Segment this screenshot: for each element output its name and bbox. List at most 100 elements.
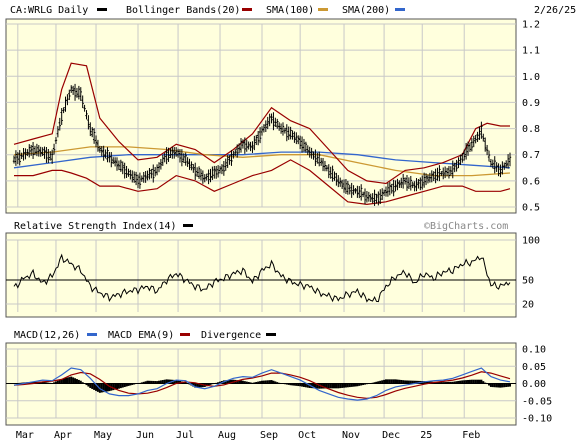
divergence-bar (306, 383, 309, 388)
y-tick-label: 0.00 (522, 379, 546, 390)
divergence-legend-label: Divergence (201, 330, 261, 341)
divergence-bar (112, 383, 115, 391)
rsi-line (13, 253, 511, 303)
x-tick-label: Feb (462, 430, 480, 441)
divergence-bar (318, 383, 321, 389)
watermark: ©BigCharts.com (424, 221, 508, 232)
divergence-bar (230, 379, 233, 384)
x-tick-label: Dec (382, 430, 400, 441)
divergence-bar (358, 383, 361, 386)
divergence-bar (127, 383, 130, 386)
divergence-bar (177, 380, 180, 384)
x-tick-label: May (94, 430, 112, 441)
divergence-bar (81, 382, 84, 384)
divergence-bar (478, 379, 481, 384)
divergence-bar (121, 383, 124, 388)
divergence-bar (333, 383, 336, 389)
divergence-bar (224, 380, 227, 384)
divergence-bar (396, 379, 399, 384)
divergence-bar (167, 379, 170, 384)
divergence-bar (53, 382, 56, 384)
divergence-bar (264, 380, 267, 384)
divergence-bar (243, 381, 246, 384)
y-tick-label: 0.7 (522, 150, 540, 161)
divergence-bar (377, 381, 380, 384)
macd-legend-label: MACD(12,26) (14, 330, 80, 341)
divergence-bar (465, 380, 468, 384)
divergence-bar (341, 383, 344, 388)
divergence-bar (322, 383, 325, 389)
divergence-bar (184, 382, 187, 384)
divergence-bar (79, 380, 82, 384)
divergence-bar (68, 377, 71, 384)
y-tick-label: 1.0 (522, 72, 540, 83)
divergence-bar (402, 380, 405, 384)
divergence-bar (104, 383, 107, 392)
divergence-bar (440, 382, 443, 384)
divergence-bar (356, 383, 359, 387)
divergence-bar (123, 383, 126, 388)
y-tick-label: 20 (522, 300, 534, 311)
y-tick-label: 50 (522, 276, 534, 287)
macd-series-group (6, 367, 516, 401)
divergence-bar (449, 381, 452, 384)
divergence-bar (415, 380, 418, 384)
divergence-bar (161, 380, 164, 384)
divergence-bar (362, 383, 365, 386)
divergence-bar (159, 380, 162, 384)
header-date: 2/26/25 (534, 5, 576, 16)
rsi-panel (5, 232, 517, 318)
divergence-bar (70, 376, 73, 384)
divergence-bar (509, 383, 511, 387)
divergence-bar (75, 379, 78, 384)
divergence-bar (102, 383, 105, 393)
divergence-bar (327, 383, 330, 389)
macd-ema-legend-label: MACD EMA(9) (108, 330, 174, 341)
divergence-bar (489, 383, 492, 387)
divergence-bar (350, 383, 353, 387)
divergence-bar (404, 380, 407, 384)
macd-legend-swatch (87, 333, 97, 336)
divergence-bar (413, 380, 416, 384)
divergence-bar (476, 379, 479, 384)
divergence-bar (375, 381, 378, 384)
y-tick-label: 0.9 (522, 98, 540, 109)
divergence-bar (503, 383, 506, 388)
divergence-bar (77, 379, 80, 384)
divergence-bar (459, 380, 462, 384)
divergence-bar (491, 383, 494, 388)
divergence-bar (507, 383, 510, 387)
divergence-bar (354, 383, 357, 387)
divergence-bar (196, 383, 199, 388)
divergence-bar (438, 381, 441, 384)
divergence-bar (335, 383, 338, 389)
rsi-legend-label: Relative Strength Index(14) (14, 221, 177, 232)
divergence-bar (348, 383, 351, 388)
divergence-bar (253, 382, 256, 384)
divergence-bar (173, 379, 176, 384)
divergence-bar (388, 379, 391, 384)
divergence-bar (455, 381, 458, 384)
divergence-bar (140, 382, 143, 384)
divergence-bar (339, 383, 342, 389)
divergence-bar (114, 383, 117, 390)
divergence-bar (272, 380, 275, 384)
divergence-bar (468, 379, 471, 384)
x-tick-label: Apr (54, 430, 72, 441)
divergence-bar (72, 377, 75, 384)
divergence-bar (344, 383, 347, 388)
divergence-bar (207, 383, 210, 386)
divergence-bar (325, 383, 328, 389)
divergence-bar (287, 383, 290, 385)
divergence-bar (472, 379, 475, 384)
divergence-bar (117, 383, 120, 389)
divergence-bar (446, 381, 449, 384)
legend-symbol-label: CA:WRLG Daily (10, 5, 88, 16)
x-tick-label: Aug (218, 430, 236, 441)
divergence-bar (346, 383, 349, 388)
macd-line (13, 367, 511, 401)
sma100-line (13, 146, 511, 177)
divergence-bar (302, 383, 305, 387)
x-tick-label: Nov (342, 430, 360, 441)
